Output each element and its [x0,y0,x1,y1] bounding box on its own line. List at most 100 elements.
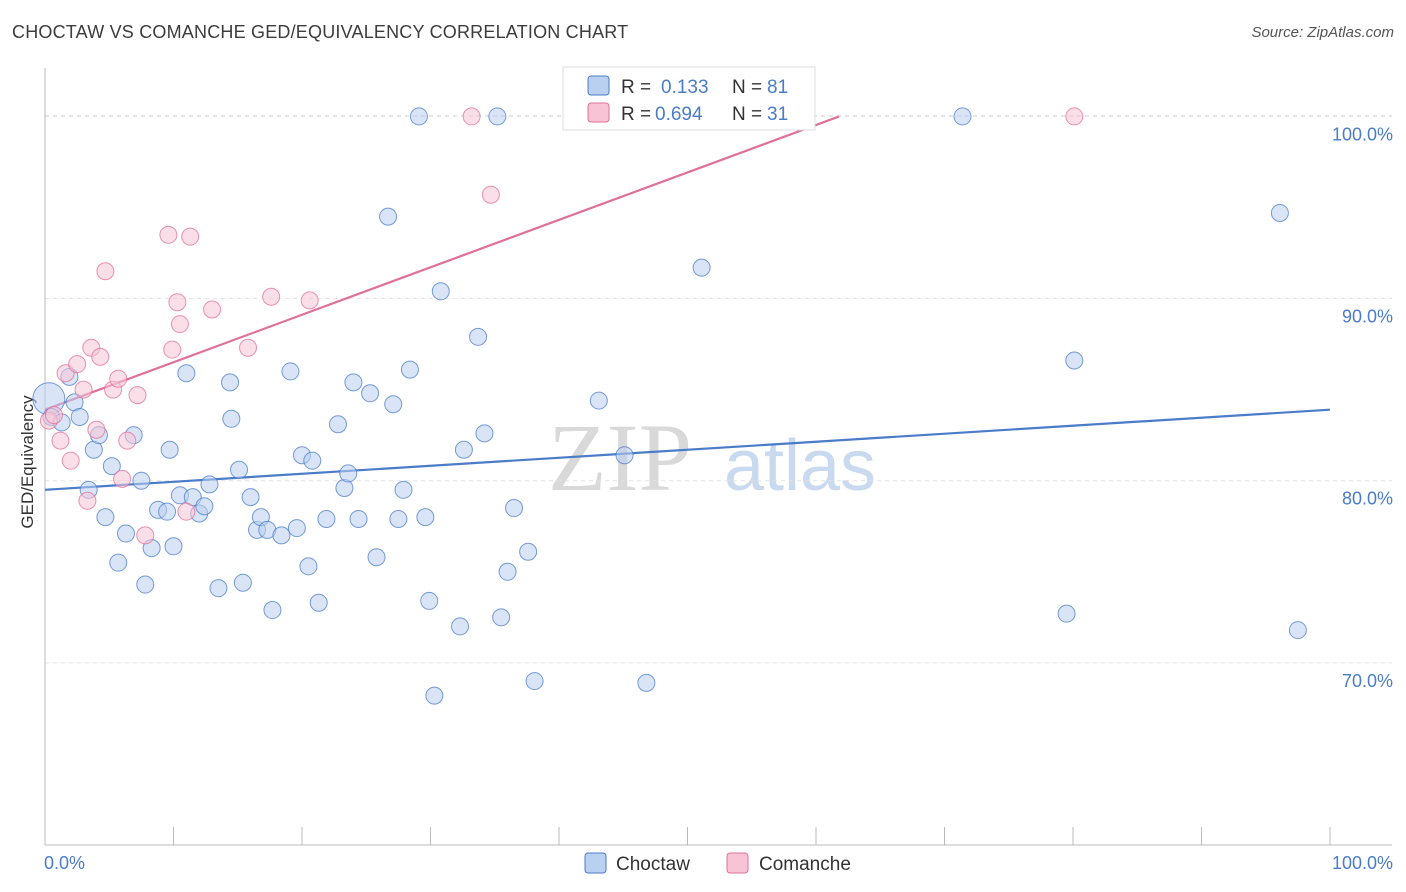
point-comanche [109,369,128,388]
point-comanche [74,380,93,399]
point-comanche [1065,107,1084,126]
point-comanche [168,293,187,312]
legend: R = 0.133 N = 81 R = 0.694 N = 31 [562,66,816,131]
point-choctaw [272,526,291,545]
watermark: ZIP atlas [548,404,876,511]
point-comanche [51,431,70,450]
point-comanche [113,469,132,488]
legend-r-label-choctaw: R = [621,77,651,98]
bottom-legend: Choctaw Comanche [584,852,851,875]
point-comanche [462,107,481,126]
point-choctaw [317,509,336,528]
point-choctaw [344,373,363,392]
bottom-legend-swatch-comanche [726,852,749,874]
point-choctaw [589,391,608,410]
point-comanche [96,262,115,281]
y-tick-label: 100.0% [1332,124,1393,144]
legend-n-value-comanche: 31 [767,104,788,125]
point-choctaw [394,480,413,499]
point-choctaw [469,327,488,346]
point-comanche [163,340,182,359]
point-choctaw [416,508,435,527]
point-choctaw [1288,621,1307,640]
point-comanche [181,227,200,246]
point-choctaw [1057,604,1076,623]
point-choctaw [488,107,507,126]
point-choctaw [200,475,219,494]
legend-r-value-comanche: 0.694 [655,104,703,125]
point-comanche [78,491,97,510]
point-choctaw [241,488,260,507]
point-choctaw [953,107,972,126]
point-choctaw [400,360,419,379]
point-choctaw [349,509,368,528]
x-tick-labels: 0.0% 100.0% [44,853,1393,873]
point-comanche [203,300,222,319]
legend-n-value-choctaw: 81 [767,77,788,98]
legend-swatch-comanche [587,102,610,123]
trend-line-choctaw [44,408,1331,491]
bottom-legend-swatch-choctaw [584,852,607,874]
point-comanche [239,338,258,357]
point-choctaw [263,601,282,620]
y-tick-labels: 70.0% 80.0% 90.0% 100.0% [1332,124,1393,690]
point-comanche [44,406,63,425]
point-choctaw [309,593,328,612]
point-choctaw [221,373,240,392]
chart-title: CHOCTAW VS COMANCHE GED/EQUIVALENCY CORR… [12,22,629,42]
point-choctaw [102,457,121,476]
chart-source: Source: ZipAtlas.com [1251,24,1394,41]
legend-swatch-choctaw [587,75,610,96]
point-comanche [128,386,147,405]
point-comanche [91,347,110,366]
point-choctaw [1270,203,1289,222]
point-choctaw [525,672,544,691]
data-points [32,107,1307,705]
point-choctaw [498,562,517,581]
point-choctaw [164,537,183,556]
point-choctaw [475,424,494,443]
point-choctaw [303,451,322,470]
point-choctaw [222,409,241,428]
point-comanche [87,420,106,439]
watermark-atlas: atlas [724,426,876,506]
point-choctaw [425,686,444,705]
point-choctaw [209,579,228,598]
legend-r-label-comanche: R = [621,104,651,125]
point-choctaw [492,608,511,627]
bottom-legend-label-choctaw: Choctaw [616,854,690,875]
point-choctaw [136,575,155,594]
legend-r-value-choctaw: 0.133 [661,77,709,98]
point-comanche [136,526,155,545]
point-comanche [118,431,137,450]
point-choctaw [160,440,179,459]
point-comanche [177,502,196,521]
point-choctaw [367,548,386,567]
legend-n-label-comanche: N = [732,104,762,125]
point-choctaw [409,107,428,126]
point-choctaw [1065,351,1084,370]
point-comanche [300,291,319,310]
point-choctaw [281,362,300,381]
trend-line-comanche [44,115,840,411]
point-choctaw [519,542,538,561]
point-comanche [159,225,178,244]
point-choctaw [116,524,135,543]
point-choctaw [379,207,398,226]
point-choctaw [431,282,450,301]
point-choctaw [287,519,306,538]
point-choctaw [328,415,347,434]
point-choctaw [692,258,711,277]
point-choctaw [299,557,318,576]
point-choctaw [505,499,524,518]
y-tick-label: 70.0% [1342,671,1393,691]
trend-lines [44,115,1331,491]
y-tick-label: 90.0% [1342,307,1393,327]
point-choctaw [96,508,115,527]
point-choctaw [195,497,214,516]
point-choctaw [615,446,634,465]
point-choctaw [177,364,196,383]
x-tick-label-max: 100.0% [1332,853,1393,873]
y-tick-label: 80.0% [1342,489,1393,509]
